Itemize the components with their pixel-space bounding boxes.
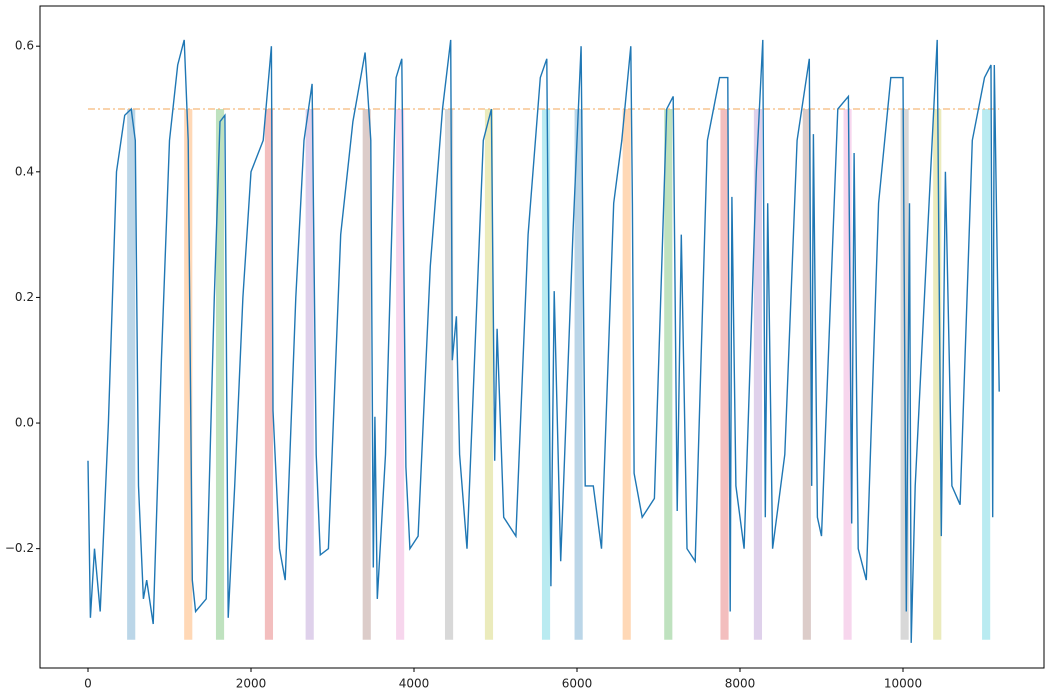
- highlight-span: [541, 109, 551, 640]
- x-tick-label: 4000: [399, 677, 430, 691]
- highlight-span: [574, 109, 583, 640]
- y-tick-label: 0.4: [15, 164, 34, 178]
- highlight-span: [843, 109, 852, 640]
- plot-frame: [39, 5, 1045, 669]
- y-tick-label: −0.2: [5, 541, 34, 555]
- x-tick-label: 0: [84, 677, 92, 691]
- y-tick-label: 0.0: [15, 416, 34, 430]
- highlight-span: [396, 109, 405, 640]
- highlight-span: [444, 109, 454, 640]
- signal-line: [87, 39, 1000, 643]
- x-tick-label: 2000: [236, 677, 267, 691]
- x-tick-label: 10000: [884, 677, 922, 691]
- highlight-span: [305, 109, 314, 640]
- highlight-span: [264, 109, 274, 640]
- highlight-span: [622, 109, 631, 640]
- highlight-span: [753, 109, 763, 640]
- highlight-span: [802, 109, 811, 640]
- y-tick-label: 0.6: [15, 39, 34, 53]
- highlight-span: [720, 109, 729, 640]
- x-tick-label: 8000: [725, 677, 756, 691]
- highlight-span: [215, 109, 225, 640]
- highlight-span: [362, 109, 371, 640]
- highlight-span: [184, 109, 193, 640]
- highlight-span: [982, 109, 991, 640]
- highlight-span: [664, 109, 673, 640]
- highlight-span: [127, 109, 136, 640]
- highlight-span: [484, 109, 494, 640]
- x-tick-label: 6000: [562, 677, 593, 691]
- highlight-span: [933, 109, 942, 640]
- y-tick-label: 0.2: [15, 290, 34, 304]
